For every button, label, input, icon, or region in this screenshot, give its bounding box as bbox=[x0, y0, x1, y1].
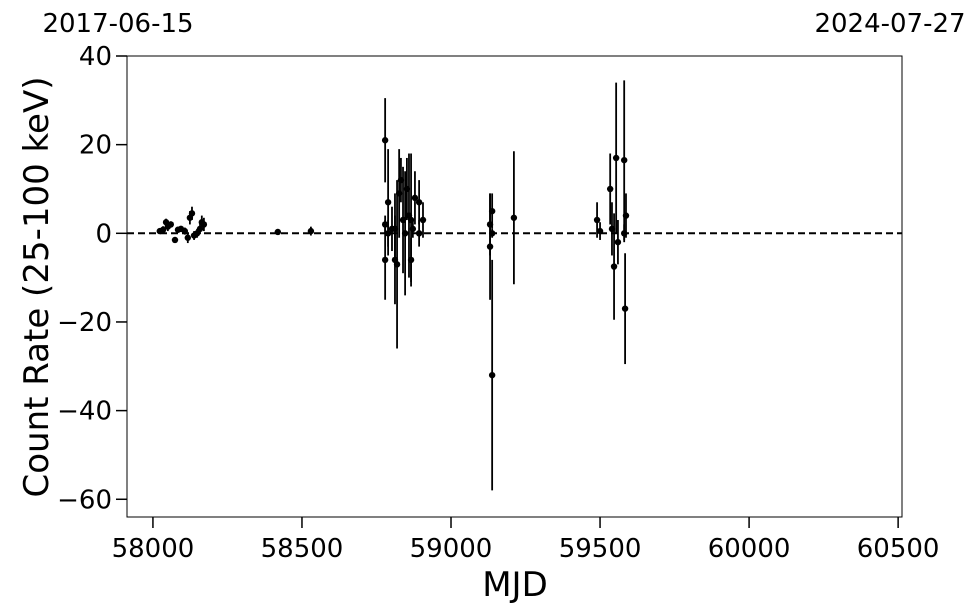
point bbox=[381, 256, 389, 264]
point bbox=[384, 199, 392, 206]
y-tick-label: 40 bbox=[79, 42, 112, 72]
point bbox=[188, 210, 196, 217]
point bbox=[181, 227, 189, 235]
point bbox=[488, 371, 496, 379]
x-tick-label: 58500 bbox=[261, 534, 344, 564]
y-tick-label: 0 bbox=[95, 219, 112, 249]
x-tick-label: 60500 bbox=[857, 534, 940, 564]
point bbox=[384, 230, 392, 237]
point bbox=[415, 199, 423, 206]
point bbox=[167, 221, 175, 228]
point bbox=[415, 230, 423, 237]
x-tick-label: 59000 bbox=[410, 534, 493, 564]
point bbox=[606, 185, 614, 193]
y-tick-label: −60 bbox=[57, 485, 112, 515]
point bbox=[401, 230, 409, 237]
point bbox=[610, 263, 618, 270]
point bbox=[612, 154, 620, 162]
x-tick-label: 58000 bbox=[112, 534, 195, 564]
point bbox=[184, 234, 192, 241]
y-axis-label: Count Rate (25-100 keV) bbox=[17, 77, 57, 498]
point bbox=[620, 156, 628, 164]
y-tick-label: −40 bbox=[57, 397, 112, 427]
y-tick-label: 20 bbox=[79, 131, 112, 161]
point bbox=[596, 227, 604, 235]
y-tick-label: −20 bbox=[57, 308, 112, 338]
point bbox=[411, 194, 419, 202]
point bbox=[614, 238, 622, 246]
point bbox=[488, 207, 496, 215]
point bbox=[409, 225, 417, 233]
point bbox=[622, 212, 630, 219]
point bbox=[393, 261, 401, 268]
x-tick-label: 60000 bbox=[708, 534, 791, 564]
plot-frame bbox=[126, 55, 903, 518]
x-axis-label: MJD bbox=[482, 565, 548, 605]
point bbox=[171, 236, 179, 244]
point bbox=[593, 216, 601, 224]
point bbox=[488, 230, 496, 237]
point bbox=[159, 226, 167, 233]
point bbox=[621, 305, 629, 312]
x-tick-label: 59500 bbox=[559, 534, 642, 564]
point bbox=[381, 137, 389, 144]
top-right-date: 2024-07-27 bbox=[814, 9, 965, 39]
point bbox=[419, 216, 427, 224]
point bbox=[307, 227, 315, 235]
point bbox=[510, 214, 518, 221]
point bbox=[620, 230, 628, 237]
point bbox=[200, 221, 208, 228]
top-left-date: 2017-06-15 bbox=[42, 9, 193, 39]
point bbox=[274, 228, 282, 236]
point bbox=[381, 221, 389, 228]
